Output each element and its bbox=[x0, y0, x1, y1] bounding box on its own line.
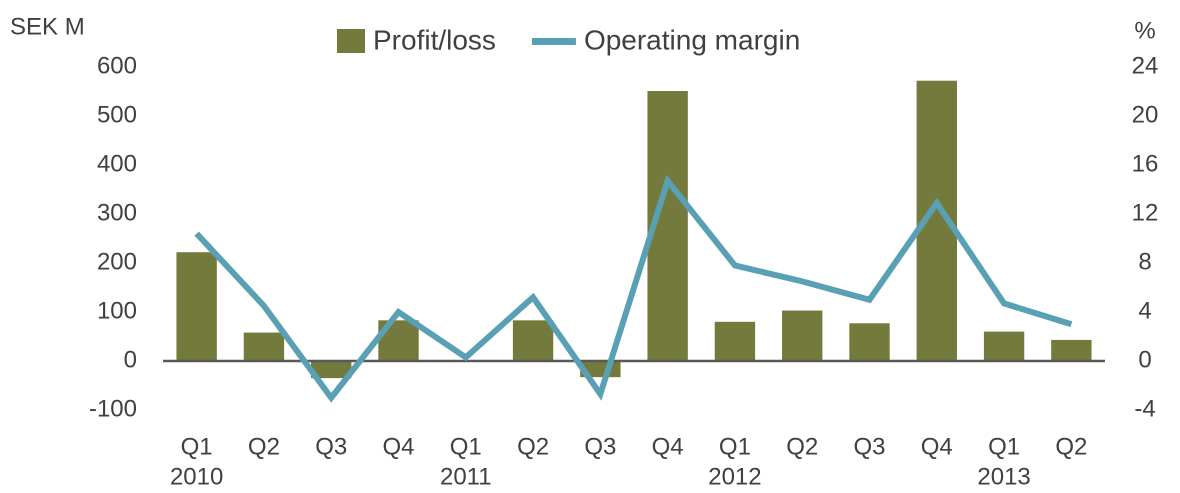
y-tick-label: 600 bbox=[97, 52, 137, 79]
y2-axis-label: % bbox=[1134, 17, 1155, 44]
bar bbox=[176, 252, 217, 361]
y2-tick-label: 8 bbox=[1138, 248, 1151, 275]
y2-tick-label: 0 bbox=[1138, 346, 1151, 373]
x-tick-label: Q4 bbox=[921, 433, 953, 460]
y2-tick-label: 4 bbox=[1138, 297, 1151, 324]
bar bbox=[311, 361, 352, 379]
x-tick-label: Q2 bbox=[248, 433, 280, 460]
y-axis-label: SEK M bbox=[10, 13, 85, 40]
legend-swatch bbox=[531, 38, 576, 45]
x-tick-label: Q3 bbox=[853, 433, 885, 460]
x-tick-label: Q2 bbox=[786, 433, 818, 460]
bar bbox=[1051, 339, 1092, 361]
y-tick-label: 100 bbox=[97, 297, 137, 324]
x-group-label: 2012 bbox=[708, 463, 761, 490]
legend-label: Operating margin bbox=[584, 24, 800, 55]
x-tick-label: Q2 bbox=[1055, 433, 1087, 460]
y-tick-label: -100 bbox=[89, 395, 137, 422]
y2-tick-label: -4 bbox=[1134, 395, 1155, 422]
y-tick-label: 300 bbox=[97, 199, 137, 226]
legend-label: Profit/loss bbox=[373, 24, 496, 55]
bar bbox=[983, 331, 1025, 361]
bar bbox=[849, 323, 890, 361]
y2-tick-label: 20 bbox=[1132, 101, 1159, 128]
x-tick-label: Q2 bbox=[517, 433, 549, 460]
line bbox=[194, 174, 1073, 403]
x-tick-label: Q3 bbox=[315, 433, 347, 460]
y-tick-label: 500 bbox=[97, 101, 137, 128]
bar bbox=[782, 310, 823, 361]
x-tick-label: Q1 bbox=[181, 433, 213, 460]
x-tick-label: Q1 bbox=[988, 433, 1020, 460]
x-tick-label: Q1 bbox=[719, 433, 751, 460]
legend-swatch bbox=[337, 29, 365, 53]
bar bbox=[714, 321, 756, 361]
y2-tick-label: 24 bbox=[1132, 52, 1159, 79]
x-tick-label: Q1 bbox=[450, 433, 482, 460]
bar bbox=[243, 332, 285, 361]
y-tick-label: 0 bbox=[124, 346, 137, 373]
x-tick-label: Q4 bbox=[652, 433, 684, 460]
y-tick-label: 200 bbox=[97, 248, 137, 275]
x-group-label: 2011 bbox=[440, 463, 492, 490]
bar bbox=[512, 320, 554, 361]
y2-tick-label: 16 bbox=[1132, 150, 1159, 177]
y-tick-label: 400 bbox=[97, 150, 137, 177]
x-tick-label: Q3 bbox=[584, 433, 616, 460]
y2-tick-label: 12 bbox=[1132, 199, 1159, 226]
x-group-label: 2010 bbox=[170, 463, 223, 490]
x-group-label: 2013 bbox=[977, 463, 1030, 490]
x-tick-label: Q4 bbox=[382, 433, 414, 460]
